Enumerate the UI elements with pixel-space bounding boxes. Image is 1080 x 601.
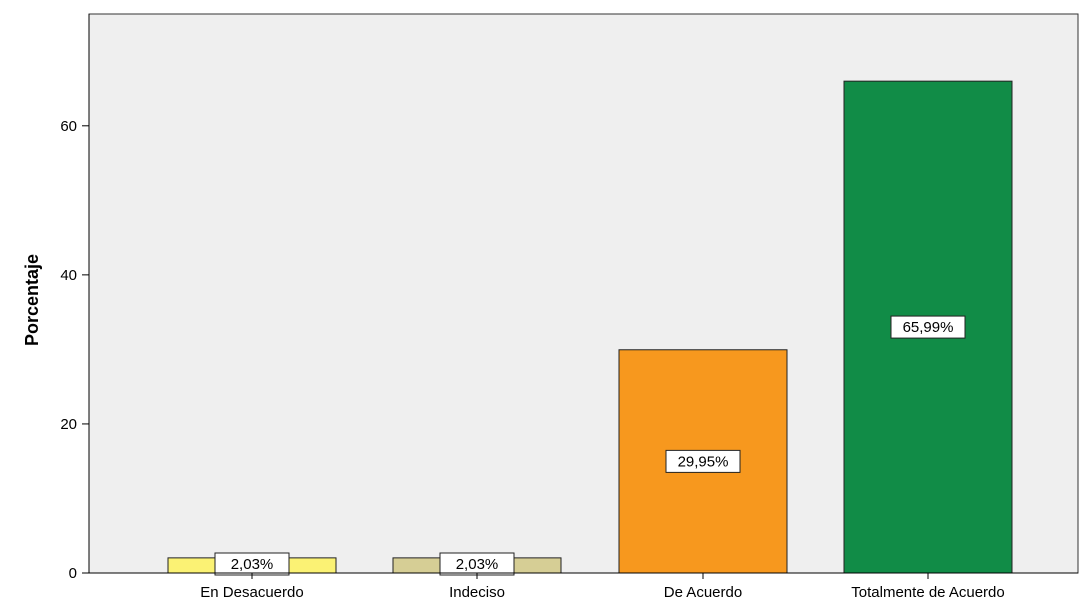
x-tick-label: De Acuerdo [664, 584, 742, 601]
y-axis-title: Porcentaje [22, 254, 42, 346]
data-label: 29,95% [678, 453, 729, 470]
x-tick-label: Totalmente de Acuerdo [851, 584, 1004, 601]
data-label: 2,03% [231, 556, 274, 573]
y-tick-label: 40 [60, 267, 77, 284]
x-axis-labels: En Desacuerdo Indeciso De Acuerdo Totalment… [200, 573, 1005, 601]
y-tick-label: 60 [60, 118, 77, 135]
y-axis: 0 20 40 60 [60, 118, 89, 582]
y-tick-label: 0 [69, 565, 77, 582]
data-label: 65,99% [903, 319, 954, 336]
x-tick-label: Indeciso [449, 584, 505, 601]
y-tick-label: 20 [60, 416, 77, 433]
data-label-box [665, 449, 741, 473]
data-label-box [890, 315, 966, 339]
data-label: 2,03% [456, 556, 499, 573]
data-labels: 2,03% 2,03% 29,95% 65,99% [214, 315, 966, 576]
x-tick-label: En Desacuerdo [200, 584, 303, 601]
